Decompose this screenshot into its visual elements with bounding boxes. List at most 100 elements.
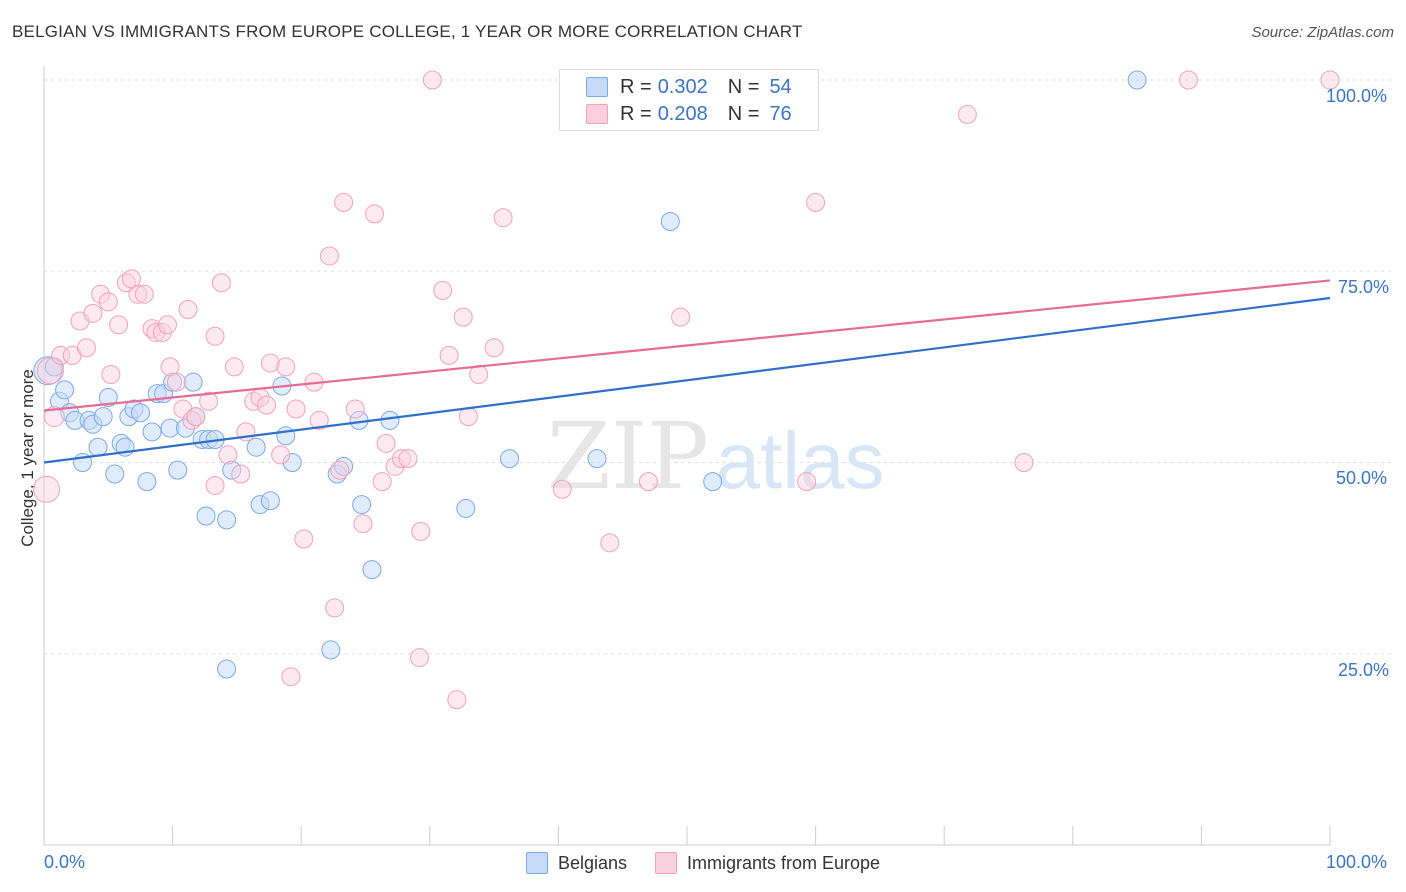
immigrants-point — [372, 472, 392, 492]
immigrants-point — [484, 338, 504, 358]
immigrants-point — [447, 690, 467, 710]
r-value-belgians: 0.302 — [657, 75, 708, 98]
immigrants-point — [638, 472, 658, 492]
immigrants-point — [1179, 70, 1199, 90]
immigrants-point — [199, 391, 219, 411]
trend-lines — [43, 279, 1331, 464]
immigrants-point — [182, 410, 202, 430]
belgians-point — [137, 472, 157, 492]
immigrants-point — [1014, 453, 1034, 472]
immigrants-point — [392, 449, 412, 469]
watermark-atlas: atlas — [716, 416, 885, 505]
immigrants-point — [134, 284, 154, 304]
legend-item-belgians[interactable]: Belgians — [525, 852, 627, 874]
chart-title: BELGIAN VS IMMIGRANTS FROM EUROPE COLLEG… — [12, 22, 803, 41]
n-value-immigrants: 76 — [769, 102, 792, 125]
watermark-zip: ZIP — [547, 403, 709, 510]
belgians-point — [260, 491, 280, 511]
belgians-point — [703, 472, 723, 492]
immigrants-point — [211, 273, 231, 293]
immigrants-point — [957, 104, 977, 124]
immigrants-point — [101, 365, 121, 385]
immigrants-point — [458, 407, 478, 427]
immigrants-point — [422, 70, 442, 90]
stats-legend: R = 0.302 N = 54 R = 0.208 N = 76 — [559, 69, 819, 131]
immigrants-point — [319, 246, 339, 266]
immigrants-point — [116, 273, 136, 293]
belgians-point — [183, 372, 203, 392]
immigrants-point — [365, 204, 385, 224]
legend-label-belgians: Belgians — [557, 852, 627, 873]
immigrants-point — [98, 292, 118, 312]
belgians-point — [500, 449, 520, 469]
belgians-point — [362, 560, 382, 580]
immigrants-point — [142, 319, 162, 339]
immigrants-point — [83, 303, 103, 323]
belgians-point — [246, 437, 266, 457]
x-tick-label-100: 100.0% — [1326, 852, 1388, 872]
belgians-legend-swatch — [525, 852, 548, 874]
belgians-point — [282, 453, 302, 472]
immigrants-point — [157, 315, 177, 335]
immigrants-point — [439, 345, 459, 365]
belgians-point — [587, 449, 607, 469]
x-tick-label-0: 0.0% — [44, 852, 86, 872]
immigrants-point — [806, 192, 826, 212]
immigrants-point — [224, 357, 244, 377]
legend-row-belgians: R = 0.302 N = 54 — [586, 75, 792, 99]
n-label: N = — [727, 102, 760, 125]
belgians-point — [196, 506, 216, 526]
n-label: N = — [727, 75, 760, 98]
immigrants-point — [218, 445, 238, 465]
immigrants-point — [797, 472, 817, 492]
immigrants-point — [330, 460, 350, 480]
legend-label-immigrants: Immigrants from Europe — [686, 852, 881, 873]
immigrants-point — [33, 475, 61, 503]
immigrants-point — [600, 533, 620, 553]
immigrants-point — [271, 445, 291, 465]
legend-item-immigrants[interactable]: Immigrants from Europe — [654, 852, 881, 874]
immigrants-point — [276, 357, 296, 377]
belgians-point — [334, 456, 354, 476]
n-value-belgians: 54 — [769, 75, 792, 98]
y-tick-label-100: 100.0% — [1326, 86, 1388, 106]
immigrants-point — [166, 372, 186, 392]
immigrants-point — [281, 667, 301, 687]
immigrants-point — [453, 307, 473, 327]
immigrants-point — [345, 399, 365, 419]
belgians-point — [88, 437, 108, 457]
y-tick-label-75: 75.0% — [1338, 277, 1390, 297]
data-points — [33, 70, 1340, 710]
immigrants-point — [231, 464, 251, 484]
belgians-point — [456, 498, 476, 518]
r-label: R = — [620, 102, 652, 125]
immigrants-point — [411, 521, 431, 541]
series-legend: Belgians Immigrants from Europe — [0, 852, 1406, 874]
immigrants-point — [51, 345, 71, 365]
belgians-point — [380, 410, 400, 430]
belgians-point — [321, 640, 341, 660]
immigrants-point — [398, 449, 418, 469]
immigrants-point — [309, 410, 329, 430]
belgians-point — [105, 464, 125, 484]
legend-row-immigrants: R = 0.208 N = 76 — [586, 102, 792, 126]
belgians-point — [217, 510, 237, 530]
immigrants-point — [671, 307, 691, 327]
axes — [43, 66, 1331, 846]
immigrants-point — [433, 280, 453, 300]
belgians-point — [276, 426, 296, 446]
belgians-point — [168, 460, 188, 480]
belgians-point — [55, 380, 75, 400]
watermark: ZIP atlas — [547, 403, 885, 510]
immigrants-point — [334, 192, 354, 212]
belgians-point — [1127, 70, 1147, 90]
immigrants-point — [205, 326, 225, 346]
immigrants-point — [376, 433, 396, 453]
immigrants-point — [552, 479, 572, 499]
immigrants-point — [294, 529, 314, 549]
belgians-point — [142, 422, 162, 442]
immigrants-point — [353, 514, 373, 534]
immigrants-point — [205, 475, 225, 495]
immigrants-point — [325, 598, 345, 618]
